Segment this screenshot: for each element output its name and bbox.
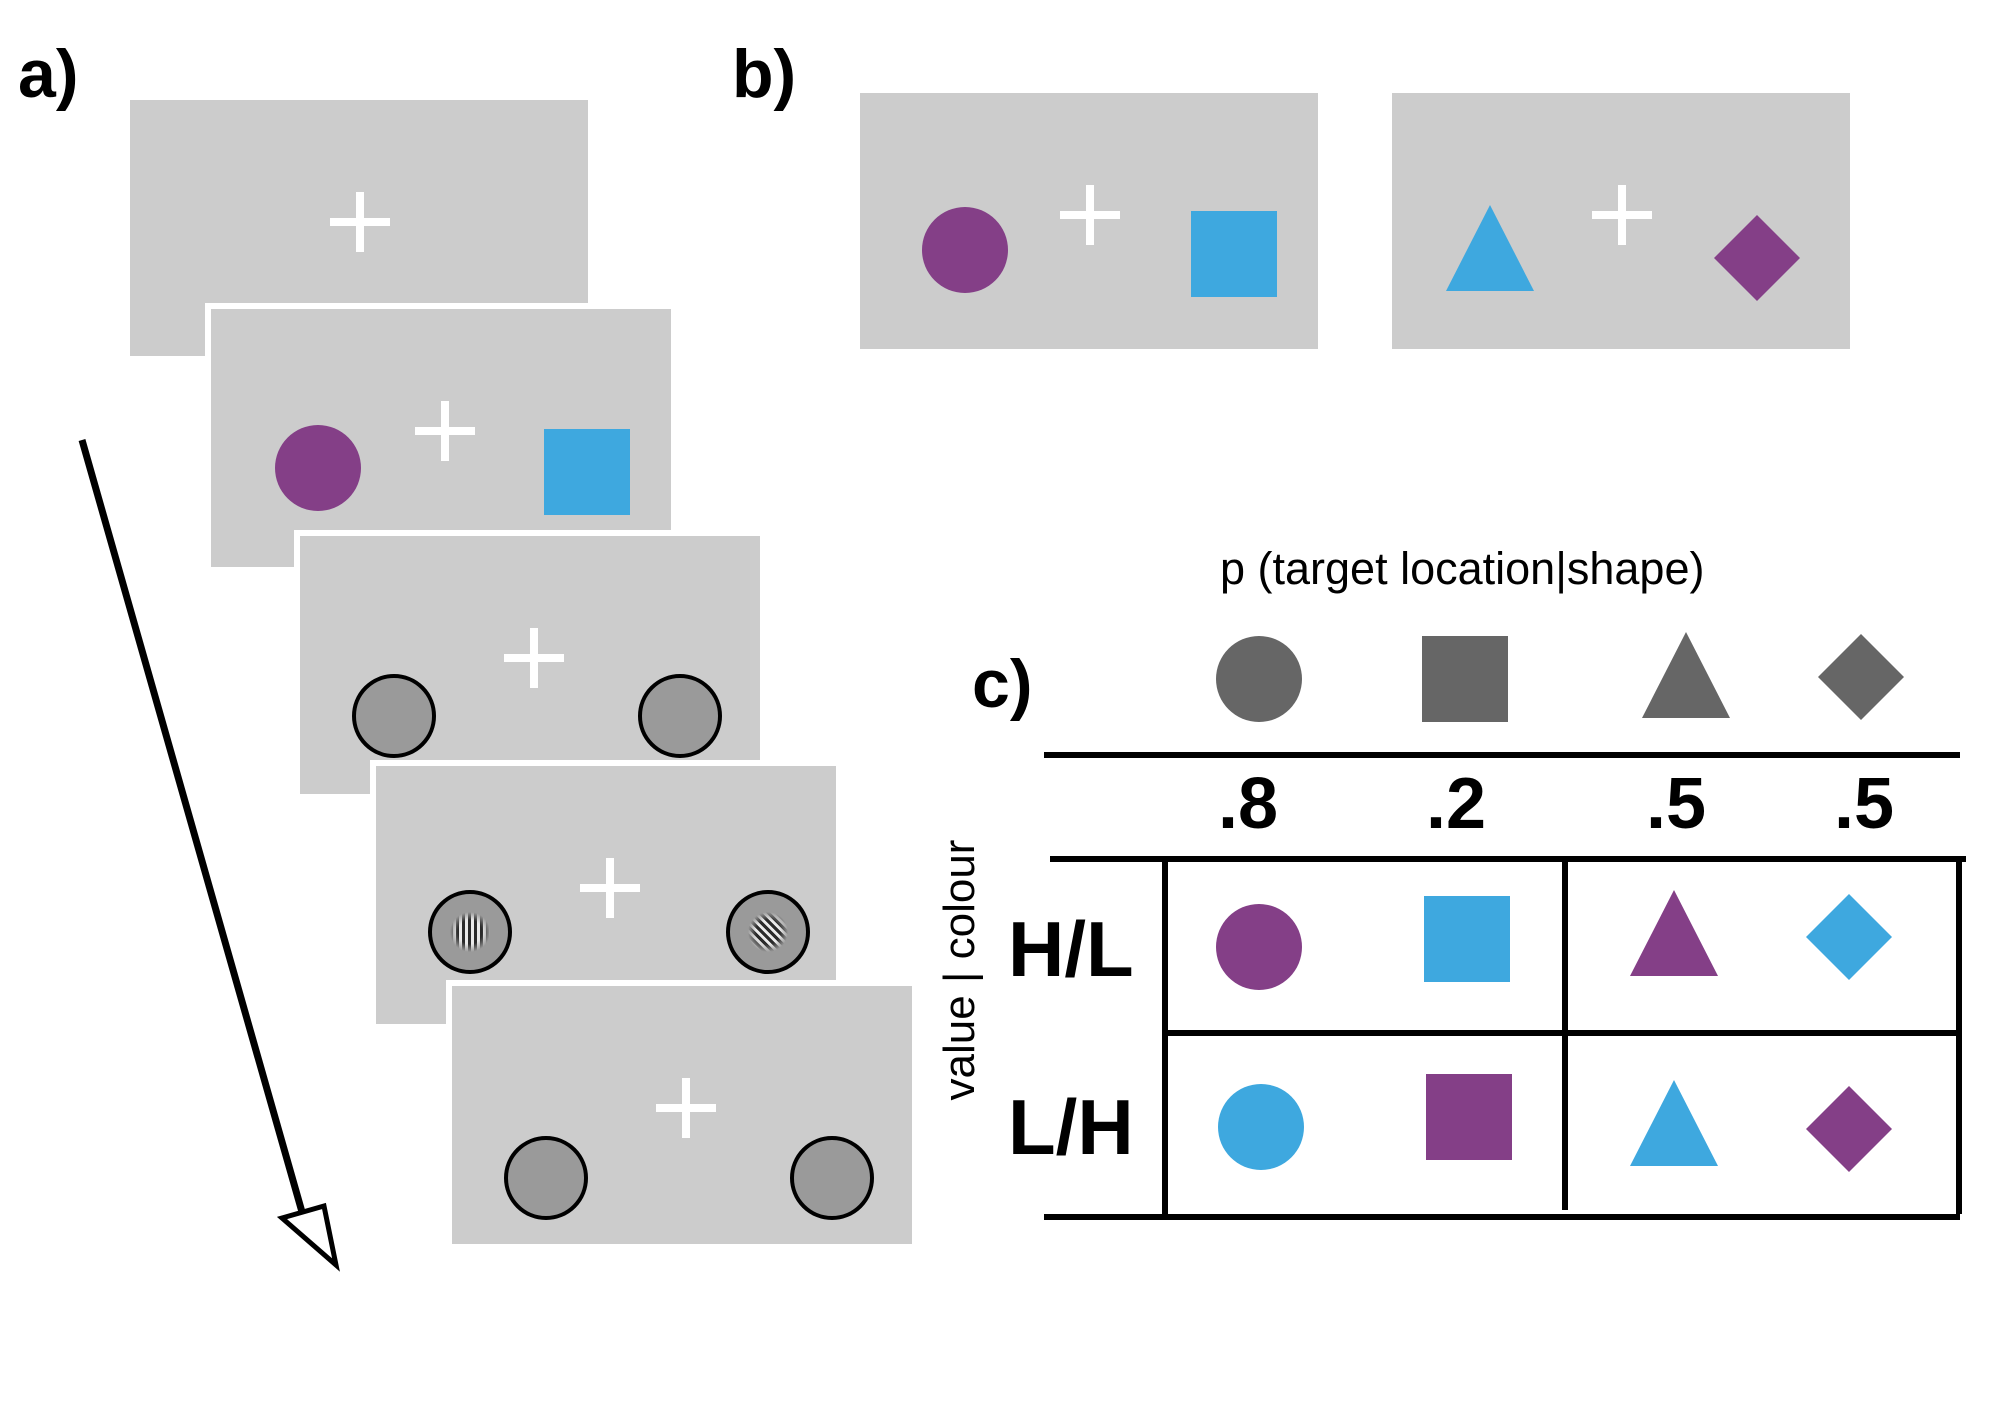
header-triangle-icon bbox=[1642, 632, 1730, 718]
header-square-icon bbox=[1422, 636, 1508, 722]
example-display-1 bbox=[860, 93, 1318, 349]
grating-right-icon bbox=[726, 890, 810, 974]
fixation-cross-icon bbox=[504, 628, 564, 688]
hl-purple-triangle-icon bbox=[1630, 890, 1718, 976]
placeholder-left-icon bbox=[352, 674, 436, 758]
row-axis-label: value | colour bbox=[935, 839, 984, 1101]
fixation-cross-icon bbox=[415, 401, 475, 461]
blue-square-icon bbox=[544, 429, 630, 515]
lh-purple-square-icon bbox=[1426, 1074, 1512, 1160]
purple-circle-icon bbox=[922, 207, 1008, 293]
grid-line-left bbox=[1162, 856, 1168, 1214]
lh-blue-circle-icon bbox=[1218, 1084, 1304, 1170]
example-display-2 bbox=[1392, 93, 1850, 349]
prob-circle: .8 bbox=[1218, 764, 1279, 844]
header-circle-icon bbox=[1216, 636, 1302, 722]
grid-line-right bbox=[1956, 856, 1962, 1214]
row-label-hl: H/L bbox=[1008, 905, 1134, 993]
row-label-lh: L/H bbox=[1008, 1083, 1134, 1171]
prob-square: .2 bbox=[1426, 764, 1487, 844]
placeholder-left-icon bbox=[504, 1136, 588, 1220]
grid-line-bottom bbox=[1044, 1214, 1960, 1220]
lh-blue-triangle-icon bbox=[1630, 1080, 1718, 1166]
panel-label-a: a) bbox=[18, 36, 79, 112]
purple-diamond-icon bbox=[1714, 215, 1800, 301]
blue-square-icon bbox=[1191, 211, 1277, 297]
blue-triangle-icon bbox=[1446, 205, 1534, 291]
hl-blue-diamond-icon bbox=[1806, 894, 1892, 980]
table-header: p (target location|shape) bbox=[1220, 543, 1705, 594]
header-diamond-icon bbox=[1818, 634, 1904, 720]
prob-triangle: .5 bbox=[1646, 764, 1707, 844]
placeholder-right-icon bbox=[638, 674, 722, 758]
hl-purple-circle-icon bbox=[1216, 904, 1302, 990]
hl-blue-square-icon bbox=[1424, 896, 1510, 982]
placeholder-right-icon bbox=[790, 1136, 874, 1220]
time-arrow-icon bbox=[78, 439, 340, 1272]
grid-line-center bbox=[1562, 856, 1568, 1210]
screen-cue bbox=[205, 303, 677, 573]
screen-placeholders bbox=[294, 530, 766, 800]
grid-line-middle bbox=[1164, 1030, 1958, 1036]
purple-circle-icon bbox=[275, 425, 361, 511]
fixation-cross-icon bbox=[1592, 185, 1652, 245]
fixation-cross-icon bbox=[330, 192, 390, 252]
fixation-cross-icon bbox=[656, 1078, 716, 1138]
panel-label-b: b) bbox=[732, 36, 797, 112]
screen-response bbox=[446, 980, 918, 1250]
panel-label-c: c) bbox=[972, 646, 1033, 722]
fixation-cross-icon bbox=[1060, 185, 1120, 245]
grating-left-icon bbox=[428, 890, 512, 974]
fixation-cross-icon bbox=[580, 858, 640, 918]
prob-diamond: .5 bbox=[1834, 764, 1895, 844]
table-top-rule bbox=[1044, 752, 1960, 758]
grid-line-top bbox=[1050, 856, 1966, 862]
lh-purple-diamond-icon bbox=[1806, 1086, 1892, 1172]
